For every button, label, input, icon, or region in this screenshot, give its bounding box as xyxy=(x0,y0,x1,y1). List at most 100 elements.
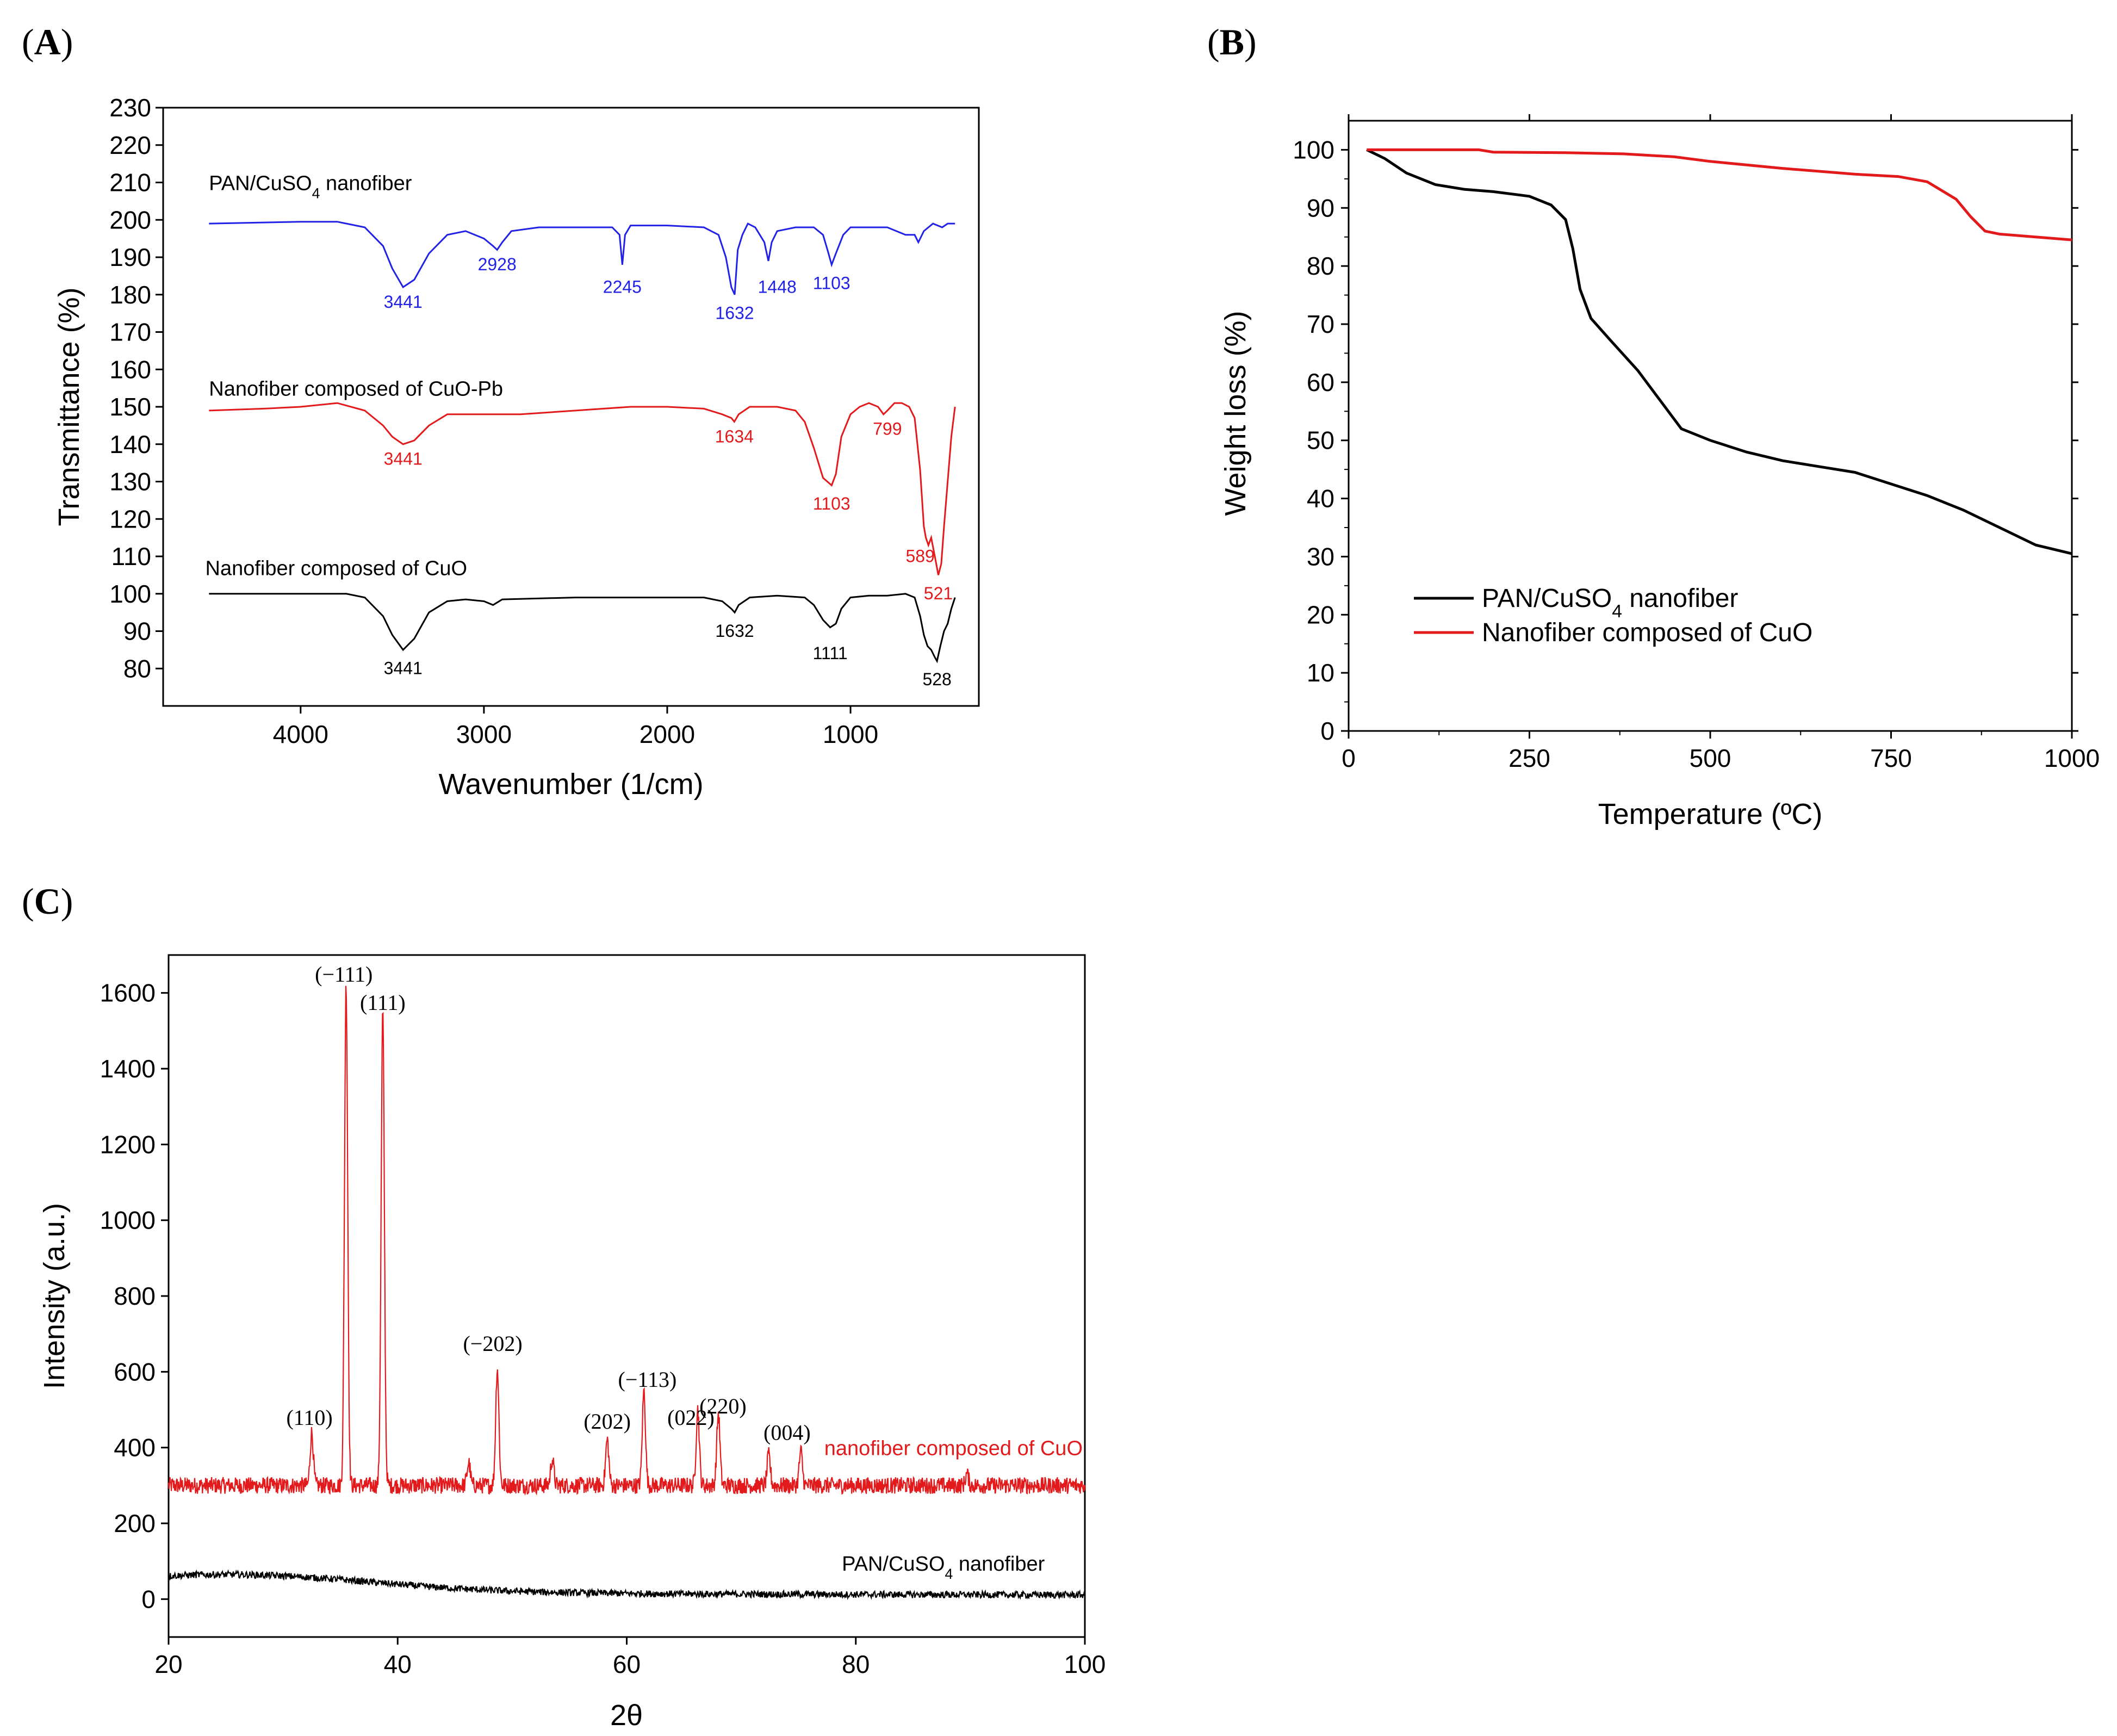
b-xtick-label: 0 xyxy=(1342,744,1356,772)
a-ytick-label: 110 xyxy=(111,542,151,571)
a-peak-label: 1634 xyxy=(715,426,754,446)
a-ytick-label: 230 xyxy=(109,94,151,122)
b-series-line-0 xyxy=(1366,148,2072,555)
a-ytick-label: 90 xyxy=(123,617,151,646)
b-series-line-1 xyxy=(1367,148,2072,241)
c-series-label-cuo: nanofiber composed of CuO xyxy=(824,1437,1083,1460)
a-peak-label: 3441 xyxy=(384,292,423,312)
c-xtick-label: 40 xyxy=(384,1650,412,1678)
a-xtick-label: 1000 xyxy=(823,720,878,748)
a-peak-label: 3441 xyxy=(384,659,423,678)
c-ytick-label: 600 xyxy=(114,1357,156,1386)
chart-a-ftir: 80 90 100 110 120 130 140 150 160 170 180 190 200 210… xyxy=(53,94,980,801)
b-ytick-label: 0 xyxy=(1320,717,1334,745)
a-peak-label: 1103 xyxy=(813,273,850,293)
a-peak-label: 528 xyxy=(922,669,951,689)
a-ytick-label: 150 xyxy=(109,393,151,421)
c-hkl-label: (022) xyxy=(667,1405,715,1430)
c-xtick-label: 100 xyxy=(1064,1650,1106,1678)
b-xtick-label: 500 xyxy=(1690,744,1731,772)
chart-c-xrd: 0 200 400 600 800 1000 1200 1400 1600 20 40 60 80 100… xyxy=(38,954,1106,1732)
a-peak-label: 2928 xyxy=(478,255,517,274)
a-xtick-label: 3000 xyxy=(456,720,512,748)
a-ytick-label: 220 xyxy=(109,131,151,159)
a-peak-label: 589 xyxy=(905,546,934,566)
a-series-line-0 xyxy=(209,221,955,295)
c-xtick-label: 20 xyxy=(154,1650,182,1678)
c-hkl-label: (202) xyxy=(583,1409,631,1434)
c-hkl-label: (−113) xyxy=(618,1367,677,1392)
b-ytick-label: 10 xyxy=(1307,659,1334,687)
a-peak-label: 3441 xyxy=(384,449,423,469)
b-ytick-label: 40 xyxy=(1307,485,1334,513)
a-ytick-label: 130 xyxy=(109,468,151,496)
c-hkl-label: (−202) xyxy=(463,1331,522,1356)
a-peak-label: 1111 xyxy=(813,643,848,663)
a-ytick-label: 180 xyxy=(109,281,151,309)
b-ytick-label: 60 xyxy=(1307,368,1334,396)
c-hkl-label: (111) xyxy=(360,990,406,1015)
a-series-label: Nanofiber composed of CuO xyxy=(206,557,468,580)
a-ytick-label: 120 xyxy=(109,505,151,533)
c-hkl-label: (−111) xyxy=(315,962,373,987)
b-ytick-label: 100 xyxy=(1293,135,1334,164)
a-series-line-2 xyxy=(209,593,956,664)
c-series-line-pan xyxy=(168,1569,1086,1601)
a-peak-label: 1632 xyxy=(715,303,754,323)
c-ytick-label: 1600 xyxy=(100,979,156,1007)
b-legend-label-1: Nanofiber composed of CuO xyxy=(1482,618,1812,647)
b-ytick-label: 80 xyxy=(1307,252,1334,280)
panel-label-a: (A) xyxy=(22,21,73,63)
a-peak-label: 1632 xyxy=(715,621,754,641)
a-peak-label: 799 xyxy=(873,419,902,439)
chart-b-ylabel: Weight loss (%) xyxy=(1219,311,1252,516)
c-xtick-label: 80 xyxy=(842,1650,870,1678)
a-peak-label: 1103 xyxy=(813,494,850,513)
b-xtick-label: 1000 xyxy=(2044,744,2100,772)
a-xtick-label: 4000 xyxy=(273,720,328,748)
chart-b-xlabel: Temperature (ºC) xyxy=(1598,798,1823,830)
b-ytick-label: 50 xyxy=(1307,426,1334,455)
a-ytick-label: 210 xyxy=(109,169,151,197)
chart-c-xlabel: 2θ xyxy=(610,1699,643,1732)
b-ytick-label: 70 xyxy=(1307,310,1334,338)
b-legend-label-0: PAN/CuSO4 nanofiber xyxy=(1482,584,1738,622)
a-ytick-label: 200 xyxy=(109,206,151,234)
c-hkl-label: (220) xyxy=(699,1394,747,1418)
panel-label-b: (B) xyxy=(1207,21,1257,63)
a-series-label-pan: PAN/CuSO4 nanofiber xyxy=(209,172,412,201)
a-ytick-label: 170 xyxy=(109,318,151,346)
b-xtick-label: 750 xyxy=(1870,744,1912,772)
c-ytick-label: 1000 xyxy=(100,1206,156,1235)
a-series-label: Nanofiber composed of CuO-Pb xyxy=(209,377,503,400)
c-ytick-label: 1200 xyxy=(100,1130,156,1158)
chart-c-ylabel: Intensity (a.u.) xyxy=(38,1203,71,1389)
b-ytick-label: 90 xyxy=(1307,194,1334,222)
c-ytick-label: 1400 xyxy=(100,1055,156,1083)
a-ytick-label: 160 xyxy=(109,355,151,383)
c-hkl-label: (110) xyxy=(286,1405,332,1430)
c-xtick-label: 60 xyxy=(613,1650,641,1678)
a-peak-label: 521 xyxy=(924,584,953,603)
chart-a-xlabel: Wavenumber (1/cm) xyxy=(438,768,703,801)
c-hkl-label: (004) xyxy=(763,1421,811,1445)
a-ytick-label: 190 xyxy=(109,243,151,271)
a-ytick-label: 80 xyxy=(123,654,151,683)
chart-a-ylabel: Transmittance (%) xyxy=(53,287,85,526)
c-ytick-label: 400 xyxy=(114,1434,156,1462)
b-ytick-label: 30 xyxy=(1307,542,1334,571)
c-ytick-label: 0 xyxy=(141,1585,156,1613)
a-xtick-label: 2000 xyxy=(640,720,695,748)
a-peak-label: 2245 xyxy=(603,277,642,296)
a-ytick-label: 140 xyxy=(109,430,151,458)
c-ytick-label: 800 xyxy=(114,1282,156,1310)
c-series-label-pan: PAN/CuSO4 nanofiber xyxy=(842,1553,1045,1582)
c-series-line-cuo xyxy=(167,985,1086,1496)
b-ytick-label: 20 xyxy=(1307,600,1334,629)
a-series-line-1 xyxy=(209,402,956,575)
panel-label-c: (C) xyxy=(22,881,73,922)
b-xtick-label: 250 xyxy=(1508,744,1550,772)
c-ytick-label: 200 xyxy=(114,1509,156,1537)
